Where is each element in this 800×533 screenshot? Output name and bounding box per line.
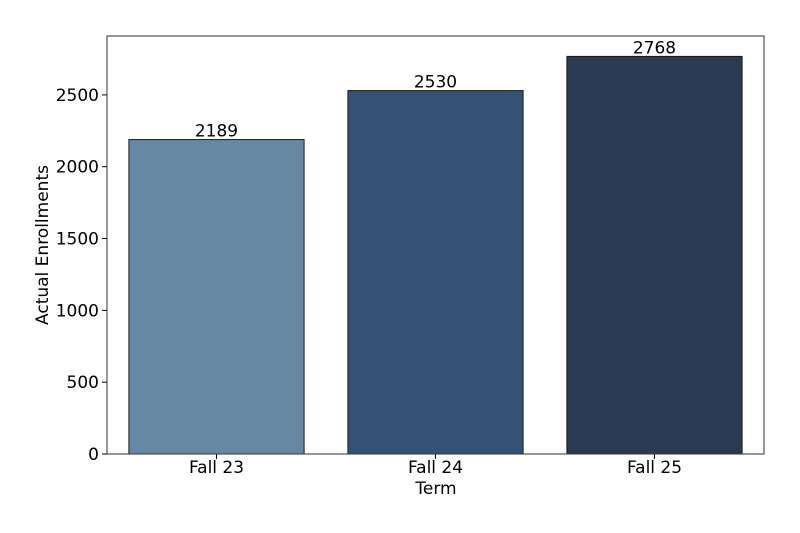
y-tick-label: 1500 [56, 230, 99, 250]
plot-frame [106, 35, 765, 455]
value-label: 2530 [414, 73, 457, 93]
bar [566, 55, 743, 455]
y-tick-label: 1000 [56, 301, 99, 321]
y-tick-label: 2000 [56, 158, 99, 178]
y-tick-label: 0 [88, 445, 99, 465]
x-tick-label: Fall 25 [627, 458, 682, 478]
x-tick-label: Fall 24 [408, 458, 463, 478]
y-tick-label: 500 [67, 373, 99, 393]
x-tick-label: Fall 23 [189, 458, 244, 478]
y-tick-label: 2500 [56, 86, 99, 106]
x-axis-label: Term [414, 479, 456, 499]
value-label: 2768 [633, 38, 676, 58]
bar [347, 90, 524, 455]
value-label: 2189 [195, 122, 238, 142]
bar [128, 139, 305, 455]
y-axis-label: Actual Enrollments [33, 165, 53, 325]
